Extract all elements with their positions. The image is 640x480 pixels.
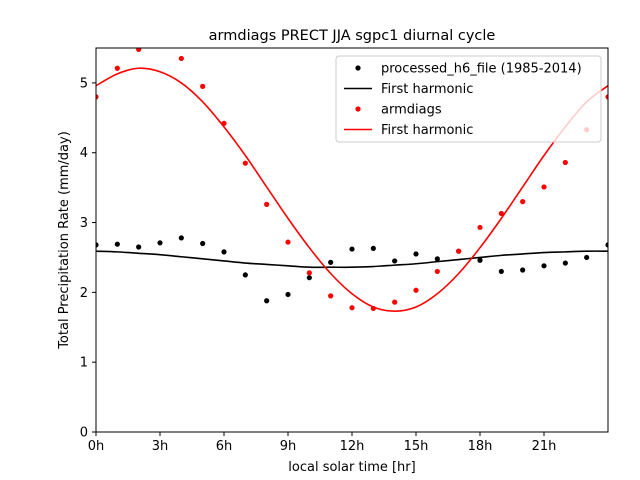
x-axis-ticks: 0h 3h 6h 9h 12h 15h 18h 21h [88,432,557,454]
data-point-series-0 [498,268,504,275]
chart-title: armdiags PRECT JJA sgpc1 diurnal cycle [209,28,496,44]
legend-box [335,55,602,143]
x-tick-label: 12h [340,439,365,454]
data-point-series-0 [520,267,526,273]
data-point-series-2 [520,199,526,205]
data-point-series-0 [221,249,227,255]
data-point-series-0 [114,241,120,247]
data-point-series-2 [434,268,440,275]
plot-frame [95,47,609,433]
data-point-series-2 [285,239,291,245]
series-line-1 [96,250,608,269]
series-layer [96,48,608,313]
x-tick-label: 21h [532,439,557,454]
data-point-series-2 [562,159,568,166]
data-point-series-2 [498,210,504,217]
data-point-series-0 [157,240,163,246]
data-point-series-0 [541,263,547,269]
y-tick-label: 3 [80,216,88,231]
x-tick-label: 9h [280,439,297,454]
data-point-series-2 [306,270,312,276]
legend: processed_h6_file (1985-2014) First harmo… [335,55,602,143]
plot-area [96,48,608,313]
data-point-series-2 [605,94,608,100]
data-point-series-0 [392,258,398,264]
data-point-series-2 [413,287,419,293]
data-point-series-2 [221,120,227,127]
data-point-series-2 [96,94,99,100]
data-point-series-2 [328,293,334,299]
data-point-series-2 [264,201,270,207]
legend-label: First harmonic [381,123,473,138]
data-point-series-0 [96,242,99,248]
legend-label: armdiags [381,103,442,118]
legend-label: processed_h6_file (1985-2014) [381,62,582,77]
data-point-series-2 [370,305,376,312]
y-tick-label: 2 [80,286,88,301]
x-tick-label: 18h [468,439,493,454]
x-tick-label: 3h [152,439,169,454]
y-axis-label: Total Precipitation Rate (mm/day) [57,131,72,350]
data-point-series-0 [285,291,291,298]
x-tick-label: 6h [216,439,233,454]
data-point-series-0 [605,242,608,248]
legend-entries: processed_h6_file (1985-2014) First harmo… [344,62,582,138]
y-tick-label: 5 [80,76,88,91]
y-tick-label: 1 [80,356,88,371]
series-line-3 [96,67,608,313]
legend-marker-2 [355,106,361,112]
data-point-series-2 [392,299,398,305]
data-point-series-0 [136,244,142,250]
data-point-series-2 [541,184,547,190]
y-tick-label: 0 [80,426,88,441]
data-point-series-2 [114,65,120,71]
data-point-series-2 [242,160,248,166]
data-point-series-0 [264,298,270,304]
data-point-series-0 [349,246,355,252]
data-point-series-0 [434,256,440,262]
data-point-series-0 [562,260,568,266]
data-point-series-2 [456,248,462,254]
y-axis-ticks: 0 1 2 3 4 5 [80,76,96,441]
data-point-series-0 [328,259,334,265]
data-point-series-0 [413,251,419,257]
data-point-series-0 [178,235,184,241]
x-axis-label: local solar time [hr] [288,460,415,475]
data-point-series-0 [584,254,590,261]
y-tick-label: 4 [80,146,88,161]
data-point-series-0 [242,272,248,278]
legend-marker-0 [355,65,361,71]
data-point-series-2 [178,55,184,62]
data-point-series-2 [349,305,355,311]
legend-label: First harmonic [381,82,473,97]
x-tick-label: 0h [88,439,105,454]
data-point-series-2 [477,224,483,231]
data-point-series-2 [136,48,142,52]
data-point-series-0 [477,257,483,263]
data-point-series-0 [370,245,376,251]
x-tick-label: 15h [404,439,429,454]
data-point-series-0 [200,240,206,247]
data-point-series-2 [200,83,206,89]
data-point-series-0 [306,275,312,281]
